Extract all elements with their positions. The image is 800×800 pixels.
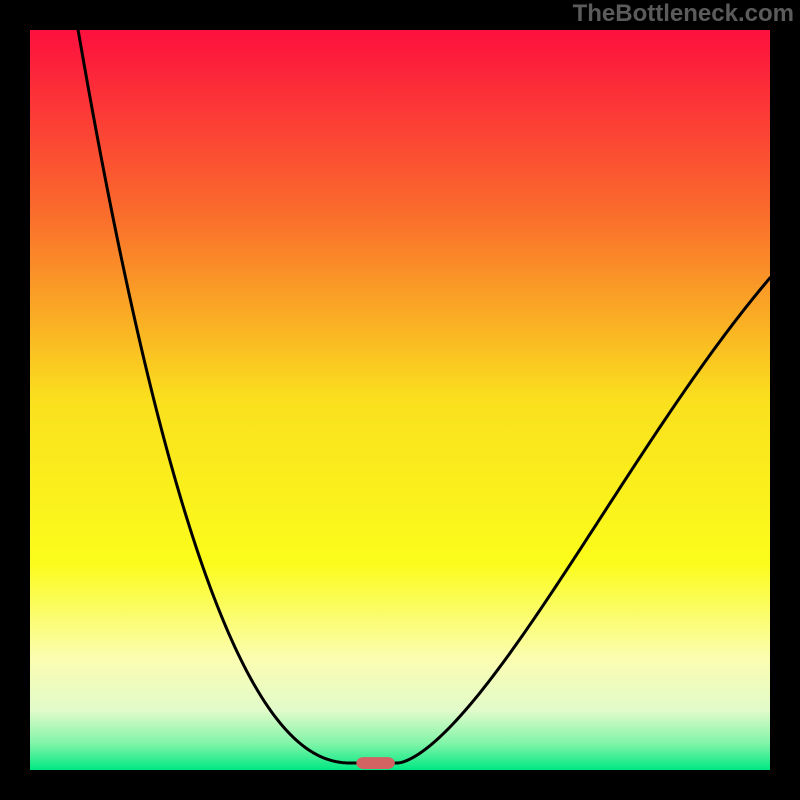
- watermark-text: TheBottleneck.com: [573, 0, 794, 28]
- plot-background: [30, 30, 770, 770]
- optimum-marker: [356, 757, 394, 769]
